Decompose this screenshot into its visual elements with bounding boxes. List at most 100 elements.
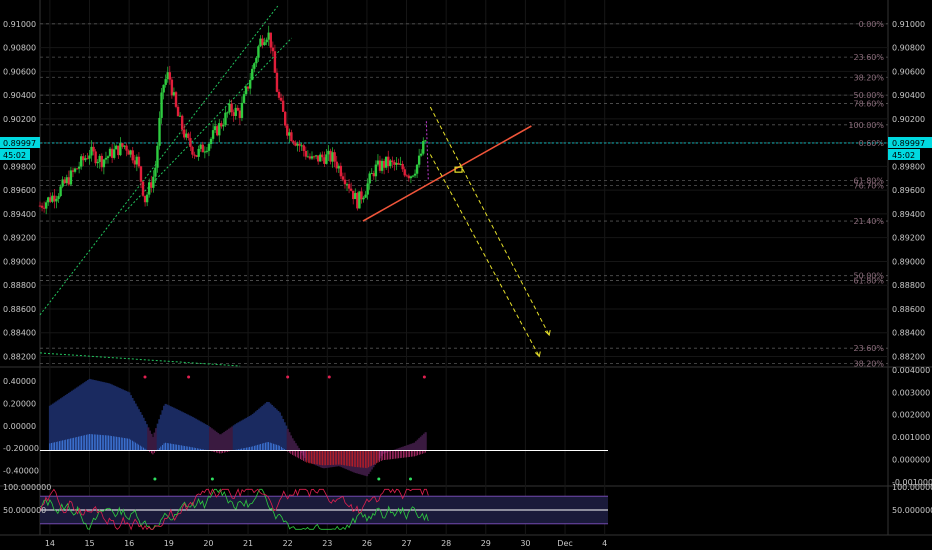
candle-body	[364, 194, 367, 198]
candle-body	[255, 57, 258, 64]
candle-body	[269, 32, 272, 48]
candle-body	[158, 117, 161, 146]
macd-signal-dot-top	[187, 375, 191, 379]
candle-body	[222, 124, 225, 127]
macd-bg-bar	[407, 444, 410, 451]
macd-bg-bar	[296, 445, 299, 451]
x-tick-label: 28	[441, 539, 451, 548]
candle-body	[121, 143, 124, 147]
macd-bg-bar	[297, 448, 300, 451]
macd-bg-bar	[85, 381, 88, 451]
candle-body	[137, 156, 141, 167]
macd-bg-bar	[150, 433, 153, 451]
macd-bg-bar	[90, 379, 93, 451]
price-tick-label-right: 0.88800	[892, 281, 925, 290]
macd-bg-bar	[231, 426, 234, 451]
macd-bg-bar	[272, 406, 275, 451]
macd-bg-bar	[402, 446, 405, 451]
macd-bg-bar	[293, 440, 296, 451]
candle-body	[234, 107, 237, 116]
candle-body	[205, 150, 209, 152]
candle-body	[189, 138, 192, 147]
macd-bg-bar	[270, 405, 274, 451]
candle-body	[281, 100, 285, 112]
candle-body	[197, 148, 200, 157]
price-tick-label-left: 0.90800	[3, 44, 36, 53]
oscillator-tick-left: 100.000000	[3, 483, 51, 492]
macd-bg-bar	[415, 441, 418, 451]
candle-body	[327, 150, 330, 155]
candle-body	[341, 176, 345, 180]
candle-body	[397, 162, 400, 165]
macd-bg-bar	[109, 383, 112, 451]
candle-body	[244, 86, 248, 95]
price-tick-label-left: 0.90600	[3, 67, 36, 76]
macd-bg-bar	[58, 399, 61, 451]
macd-bg-bar	[258, 408, 261, 451]
candle-body	[352, 190, 355, 200]
macd-signal-dot-top	[286, 375, 290, 379]
macd-bg-bar	[267, 402, 270, 451]
price-tick-label-right: 0.89800	[892, 162, 925, 171]
candle-body	[69, 170, 73, 185]
price-tick-label-right: 0.89000	[892, 257, 925, 266]
candle-body	[123, 145, 126, 147]
candle-body	[47, 197, 50, 203]
current-price-left: 0.89997	[3, 139, 36, 148]
projection-arrowhead	[544, 330, 551, 337]
candle-body	[302, 145, 305, 151]
candle-body	[80, 156, 83, 167]
candle-body	[55, 198, 58, 202]
macd-bg-bar	[408, 444, 411, 451]
macd-bg-bar	[285, 425, 288, 451]
macd-bg-bar	[399, 447, 402, 451]
candle-body	[273, 51, 277, 73]
macd-bg-bar	[397, 448, 400, 451]
candle-body	[98, 155, 101, 162]
candle-body	[230, 103, 233, 113]
candle-body	[201, 144, 204, 153]
price-tick-label-right: 0.89200	[892, 234, 925, 243]
macd-bg-bar	[64, 395, 67, 451]
macd-tick-right: 0.004000	[892, 366, 930, 375]
macd-bg-bar	[123, 390, 126, 451]
macd-bg-bar	[56, 400, 60, 451]
candle-body	[279, 97, 283, 101]
macd-bg-bar	[77, 386, 80, 451]
candle-body	[145, 194, 149, 203]
macd-bg-bar	[250, 415, 253, 451]
macd-bg-bar	[131, 397, 134, 451]
macd-bg-bar	[117, 387, 120, 451]
macd-bg-bar	[226, 429, 229, 451]
candle-body	[207, 144, 211, 151]
macd-bg-bar	[202, 423, 205, 451]
candle-body	[345, 184, 349, 186]
candle-body	[339, 165, 343, 177]
candle-body	[125, 145, 128, 151]
price-tick-label-right: 0.90400	[892, 91, 925, 100]
candle-body	[288, 132, 291, 136]
fib-level-label: 23.60%	[853, 53, 884, 62]
macd-bg-bar	[213, 430, 216, 451]
macd-bg-bar	[71, 390, 74, 451]
price-tick-label-left: 0.88400	[3, 329, 36, 338]
macd-tick-right: 0.000000	[892, 455, 930, 464]
candle-body	[380, 160, 384, 171]
macd-bg-bar	[182, 412, 185, 451]
macd-bg-bar	[294, 443, 297, 451]
candle-body	[75, 168, 79, 170]
x-tick-label: 16	[124, 539, 134, 548]
macd-bg-bar	[105, 382, 109, 451]
price-tick-label-right: 0.88600	[892, 305, 925, 314]
candle-body	[63, 179, 66, 184]
macd-bg-bar	[283, 422, 286, 451]
candle-body	[242, 94, 246, 103]
macd-bg-bar	[281, 419, 285, 451]
macd-bg-bar	[210, 428, 213, 451]
macd-bg-bar	[80, 384, 83, 451]
trend-channel-outer-line	[39, 5, 279, 316]
price-tick-label-left: 0.89400	[3, 210, 36, 219]
macd-tick-left: -0.20000	[3, 444, 39, 453]
macd-bg-bar	[228, 428, 231, 451]
